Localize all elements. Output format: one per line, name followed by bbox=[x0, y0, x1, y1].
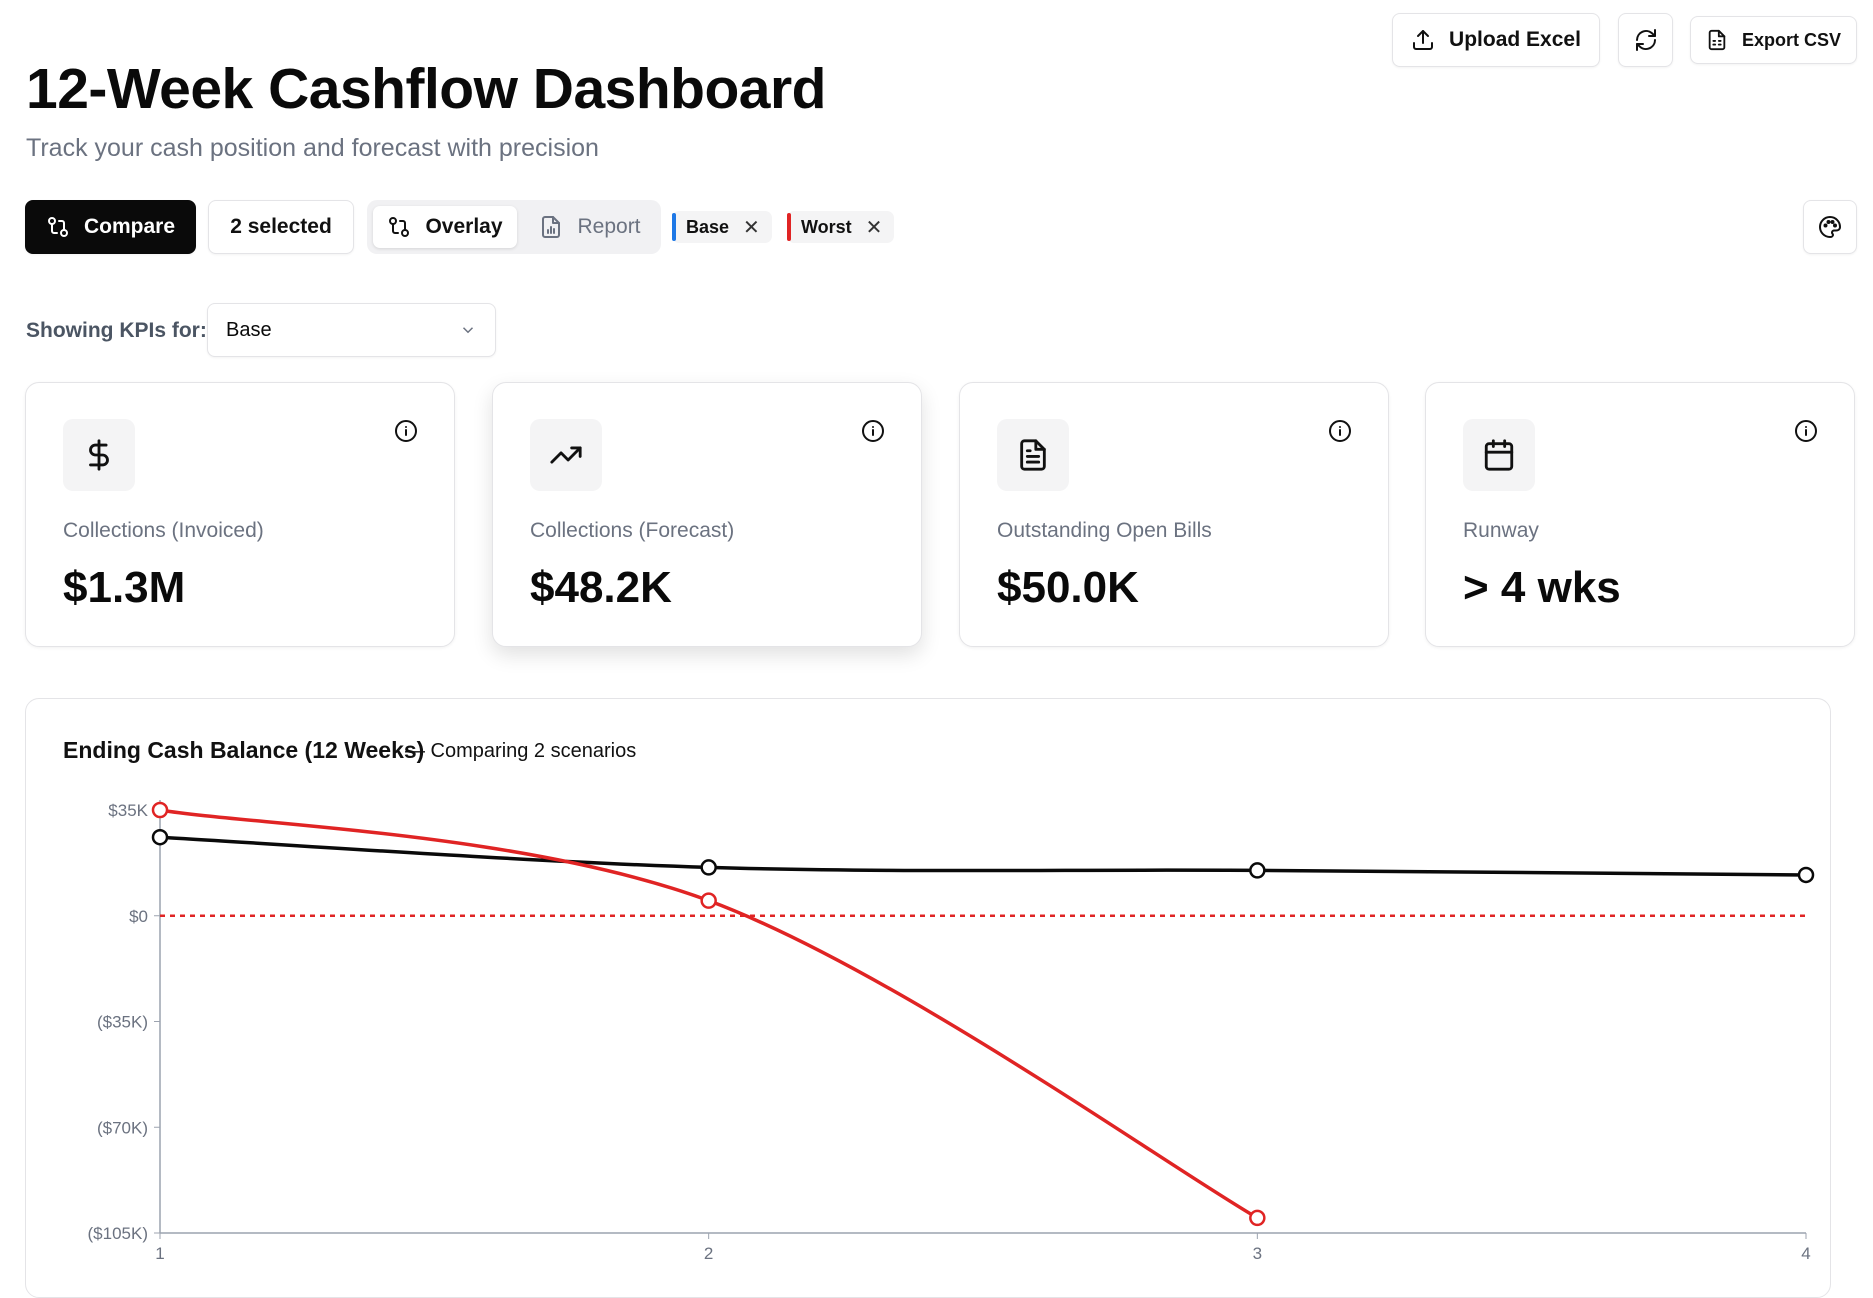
export-csv-label: Export CSV bbox=[1741, 29, 1842, 50]
info-icon[interactable] bbox=[1328, 419, 1352, 443]
x-tick-label: 2 bbox=[704, 1244, 713, 1263]
data-point-worst bbox=[151, 801, 169, 819]
data-point-base bbox=[700, 859, 717, 876]
report-tab[interactable]: Report bbox=[525, 206, 655, 248]
chart-subtitle: — Comparing 2 scenarios bbox=[405, 740, 637, 762]
selected-count-label: 2 selected bbox=[230, 215, 332, 238]
git-compare-icon bbox=[47, 217, 68, 237]
x-tick-label: 1 bbox=[155, 1244, 164, 1263]
file-spreadsheet-icon bbox=[1708, 29, 1726, 51]
kpi-scenario-value: Base bbox=[226, 318, 272, 341]
info-icon[interactable] bbox=[394, 419, 418, 443]
kpi-icon-box bbox=[530, 419, 602, 491]
chart-title: Ending Cash Balance (12 Weeks) bbox=[63, 737, 425, 763]
kpi-scenario-select[interactable]: Base bbox=[207, 303, 496, 357]
data-point-base bbox=[151, 828, 169, 846]
chevron-down-icon bbox=[462, 327, 474, 334]
y-tick-label: ($105K) bbox=[88, 1224, 148, 1243]
dollar-icon bbox=[89, 439, 109, 471]
close-icon[interactable]: ✕ bbox=[865, 216, 883, 239]
kpi-value: $50.0K bbox=[997, 563, 1139, 612]
kpi-value: > 4 wks bbox=[1463, 563, 1621, 612]
x-tick-label: 4 bbox=[1801, 1244, 1810, 1263]
y-tick-label: $0 bbox=[129, 907, 148, 926]
scenario-chip-label: Base bbox=[686, 216, 730, 237]
info-icon[interactable] bbox=[1794, 419, 1818, 443]
scenario-chip-worst: Worst ✕ bbox=[787, 211, 895, 243]
overlay-label: Overlay bbox=[425, 215, 503, 238]
refresh-icon bbox=[1635, 29, 1656, 51]
data-point-base bbox=[1797, 866, 1815, 884]
file-chart-icon bbox=[542, 216, 561, 238]
report-label: Report bbox=[577, 215, 641, 238]
kpi-card-collections-forecast[interactable]: Collections (Forecast) $48.2K bbox=[492, 382, 922, 647]
kpi-label: Collections (Forecast) bbox=[530, 519, 735, 542]
trending-up-icon bbox=[550, 446, 582, 464]
selected-scenarios-button[interactable]: 2 selected bbox=[208, 200, 354, 254]
compare-label: Compare bbox=[83, 215, 176, 238]
file-text-icon bbox=[1020, 439, 1046, 471]
theme-palette-button[interactable] bbox=[1803, 200, 1857, 254]
kpi-label: Outstanding Open Bills bbox=[997, 519, 1212, 542]
kpi-value: $1.3M bbox=[63, 563, 186, 612]
export-csv-button[interactable]: Export CSV bbox=[1690, 16, 1857, 64]
ending-cash-line-chart: $35K $0 ($35K) ($70K) ($105K) 1 2 3 4 bbox=[88, 800, 1815, 1263]
y-tick-label: $35K bbox=[108, 801, 148, 820]
palette-icon bbox=[1819, 216, 1841, 238]
kpi-card-runway[interactable]: Runway > 4 wks bbox=[1425, 382, 1855, 647]
y-tick-label: ($70K) bbox=[97, 1118, 148, 1137]
y-tick-label: ($35K) bbox=[97, 1013, 148, 1032]
upload-excel-label: Upload Excel bbox=[1449, 28, 1581, 51]
upload-icon bbox=[1413, 30, 1434, 50]
data-point-worst bbox=[700, 892, 717, 909]
series-line-base bbox=[159, 835, 1807, 877]
kpi-icon-box bbox=[63, 419, 135, 491]
close-icon[interactable]: ✕ bbox=[743, 216, 760, 239]
data-point-worst bbox=[1249, 1209, 1266, 1227]
info-icon[interactable] bbox=[861, 419, 885, 443]
refresh-button[interactable] bbox=[1618, 13, 1673, 67]
kpi-icon-box bbox=[997, 419, 1069, 491]
kpi-card-collections-invoiced[interactable]: Collections (Invoiced) $1.3M bbox=[25, 382, 455, 647]
scenario-chip-label: Worst bbox=[801, 216, 852, 237]
data-point-base bbox=[1249, 862, 1266, 879]
kpi-scenario-label: Showing KPIs for: bbox=[26, 319, 207, 342]
ending-cash-chart-card bbox=[25, 698, 1831, 1298]
kpi-label: Collections (Invoiced) bbox=[63, 519, 264, 542]
kpi-label: Runway bbox=[1463, 519, 1539, 542]
kpi-card-outstanding-bills[interactable]: Outstanding Open Bills $50.0K bbox=[959, 382, 1389, 647]
git-compare-icon bbox=[389, 217, 410, 237]
overlay-tab[interactable]: Overlay bbox=[373, 206, 517, 248]
upload-excel-button[interactable]: Upload Excel bbox=[1392, 13, 1600, 67]
kpi-icon-box bbox=[1463, 419, 1535, 491]
kpi-value: $48.2K bbox=[530, 563, 672, 612]
page-title: 12-Week Cashflow Dashboard bbox=[26, 57, 827, 121]
page-subtitle: Track your cash position and forecast wi… bbox=[26, 134, 599, 162]
compare-button[interactable]: Compare bbox=[25, 200, 196, 254]
calendar-icon bbox=[1484, 439, 1514, 471]
scenario-chip-base: Base ✕ bbox=[672, 211, 772, 243]
x-tick-label: 3 bbox=[1253, 1244, 1262, 1263]
